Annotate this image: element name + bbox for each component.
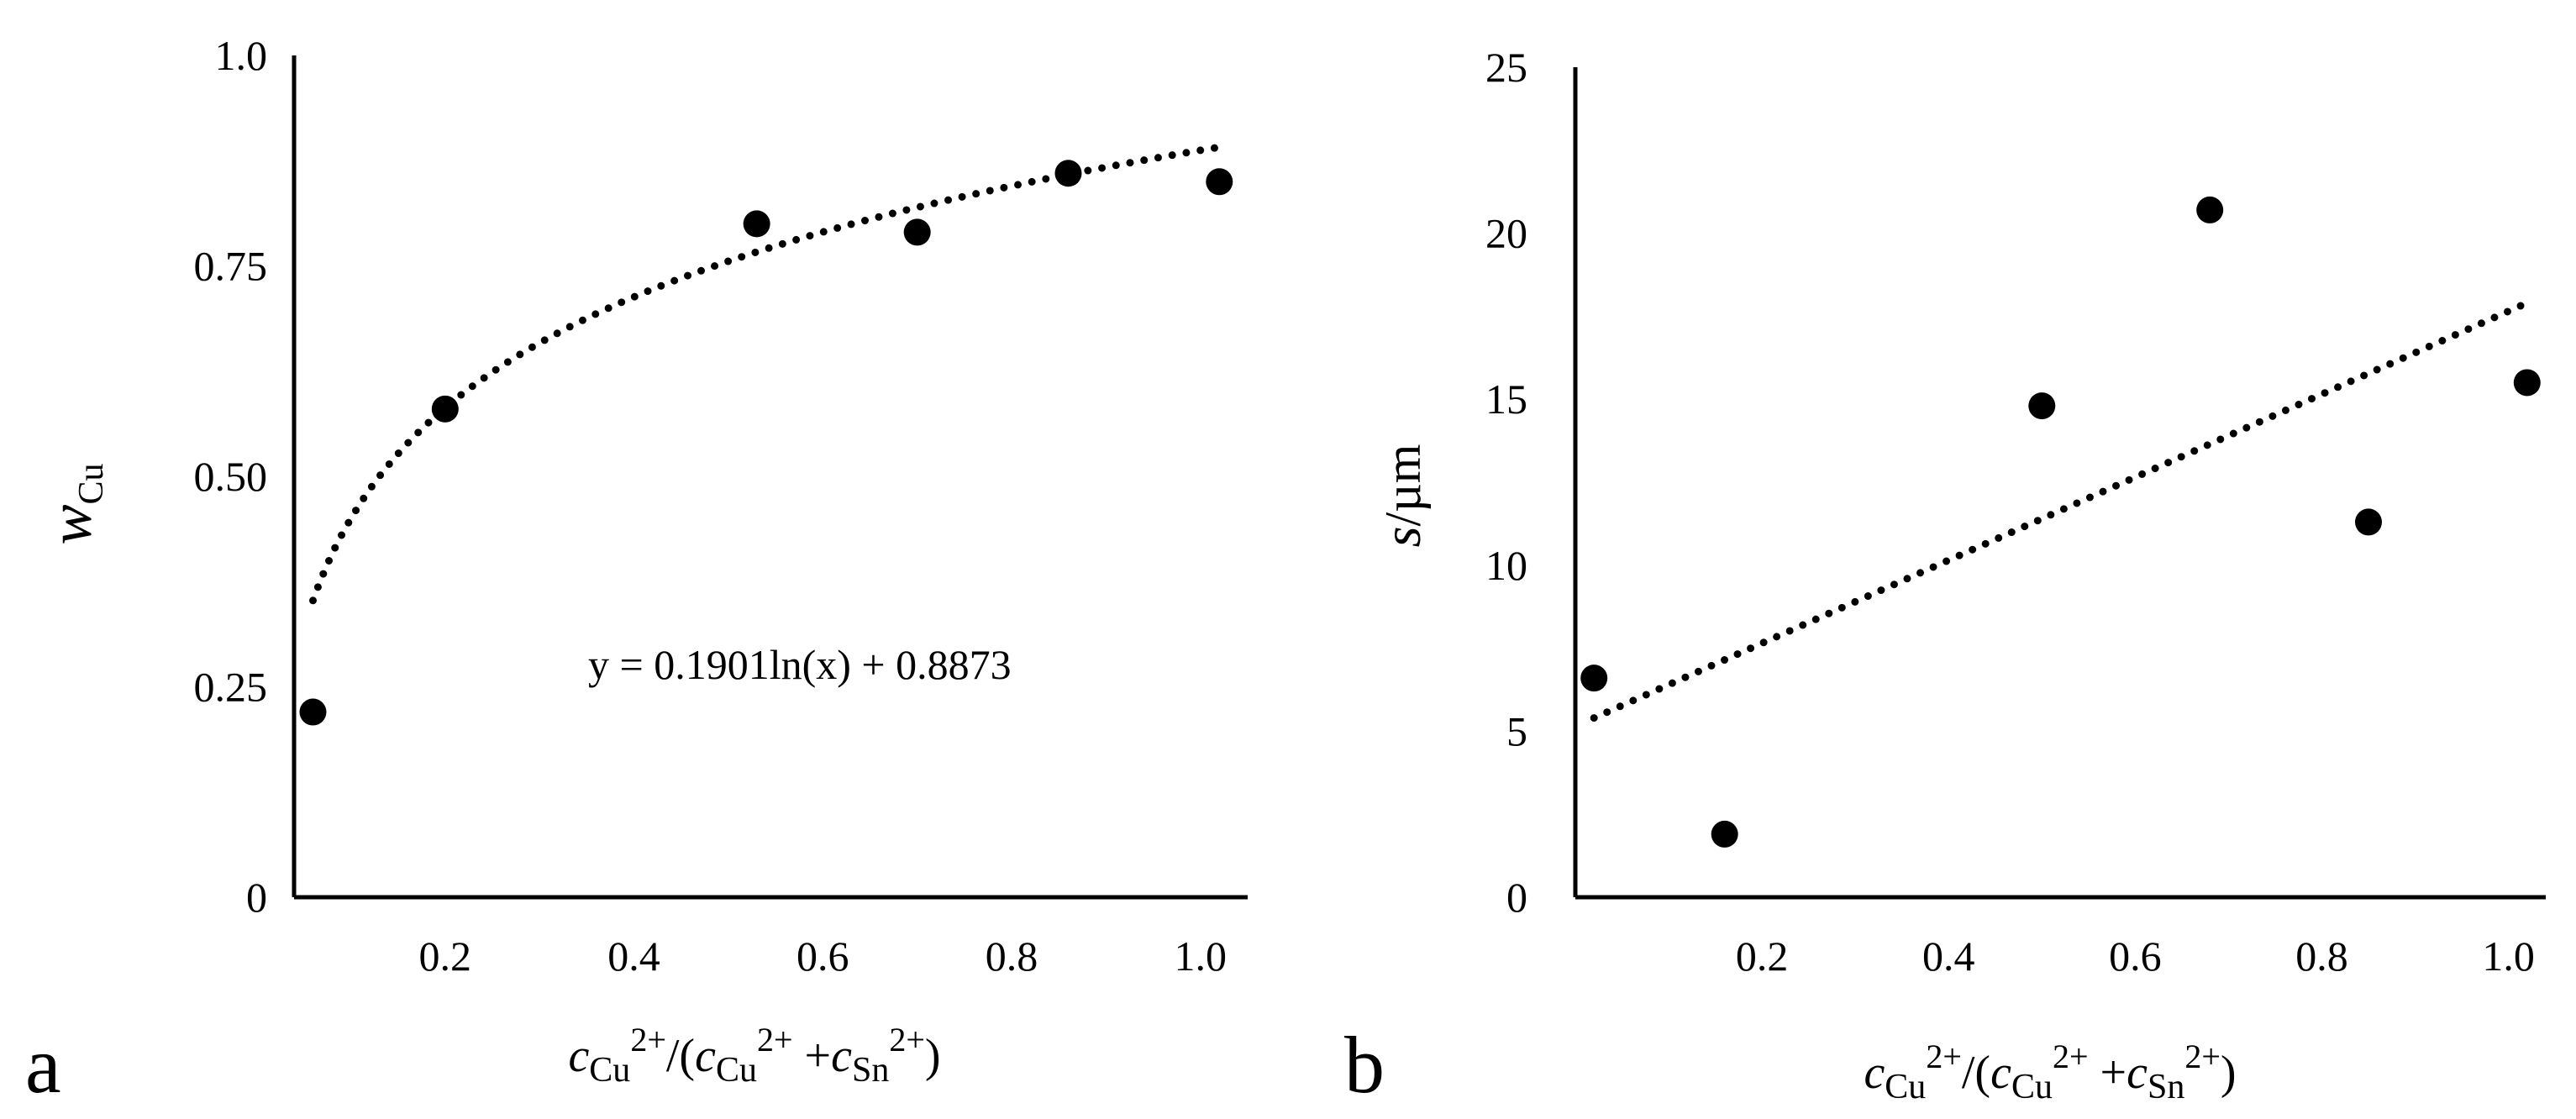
x-tick-label: 0.8: [2295, 932, 2348, 980]
y-tick-labels: 0 5 10 15 20 25: [1485, 44, 1527, 921]
y-tick-label: 10: [1485, 542, 1527, 589]
y-axis-subscript: Cu: [72, 463, 111, 504]
x-tick-label: 0.4: [607, 932, 660, 980]
y-axis-title: s/µm: [1372, 444, 1432, 548]
x-axis-title: cCu2+/(cCu2+ +cSn2+): [568, 1021, 940, 1090]
x-tick-label: 0.6: [2109, 932, 2162, 980]
y-tick-labels: 0 0.25 0.50 0.75 1.0: [194, 32, 268, 921]
data-point: [1711, 820, 1738, 848]
x-tick-labels: 0.2 0.4 0.6 0.8 1.0: [1736, 932, 2535, 980]
x-tick-labels: 0.2 0.4 0.6 0.8 1.0: [419, 932, 1228, 980]
panel-label-a: a: [25, 1020, 61, 1110]
data-points: [299, 160, 1233, 726]
data-point: [1580, 665, 1608, 692]
chart-panel-a: 0.2 0.4 0.6 0.8 1.0 0 0.25 0.50 0.75 1.0 y = 0.1…: [25, 32, 1248, 1110]
data-point: [2028, 392, 2056, 420]
y-axis-symbol: s: [1372, 527, 1432, 548]
data-point: [299, 698, 327, 726]
data-point: [743, 210, 770, 238]
x-tick-label: 0.4: [1922, 932, 1975, 980]
y-tick-label: 0: [246, 874, 267, 921]
data-point: [2196, 196, 2224, 223]
x-tick-label: 0.2: [1736, 932, 1789, 980]
y-tick-label: 15: [1485, 376, 1527, 423]
y-tick-label: 0.50: [194, 453, 268, 500]
y-tick-label: 5: [1506, 707, 1527, 754]
trendline: [1590, 299, 2531, 722]
data-points: [1580, 196, 2541, 848]
x-tick-label: 0.2: [419, 932, 472, 980]
trendline: [309, 143, 1223, 605]
y-tick-label: 1.0: [215, 32, 268, 79]
x-tick-label: 1.0: [1175, 932, 1228, 980]
data-point: [2513, 369, 2541, 397]
data-point: [903, 218, 931, 246]
x-axis-title: cCu2+/(cCu2+ +cSn2+): [1864, 1038, 2236, 1106]
data-point: [1054, 160, 1082, 187]
x-tick-label: 0.8: [986, 932, 1038, 980]
y-axis-unit: /µm: [1375, 444, 1431, 527]
y-tick-label: 0: [1506, 874, 1527, 921]
panel-label-b: b: [1344, 1020, 1385, 1110]
y-axis-symbol: w: [37, 504, 104, 544]
x-tick-label: 0.6: [796, 932, 849, 980]
data-point: [1206, 168, 1233, 196]
y-tick-label: 20: [1485, 210, 1527, 257]
chart-panel-b: 0.2 0.4 0.6 0.8 1.0 0 5 10 15 20 25 s/µm cCu2+/(c…: [1344, 44, 2546, 1110]
y-tick-label: 25: [1485, 44, 1527, 91]
y-tick-label: 0.75: [194, 243, 268, 290]
data-point: [2354, 508, 2382, 536]
x-tick-label: 1.0: [2482, 932, 2535, 980]
y-tick-label: 0.25: [194, 664, 268, 711]
y-axis-title: wCu: [37, 463, 111, 544]
trendline-equation: y = 0.1901ln(x) + 0.8873: [588, 641, 1012, 688]
data-point: [431, 395, 459, 423]
